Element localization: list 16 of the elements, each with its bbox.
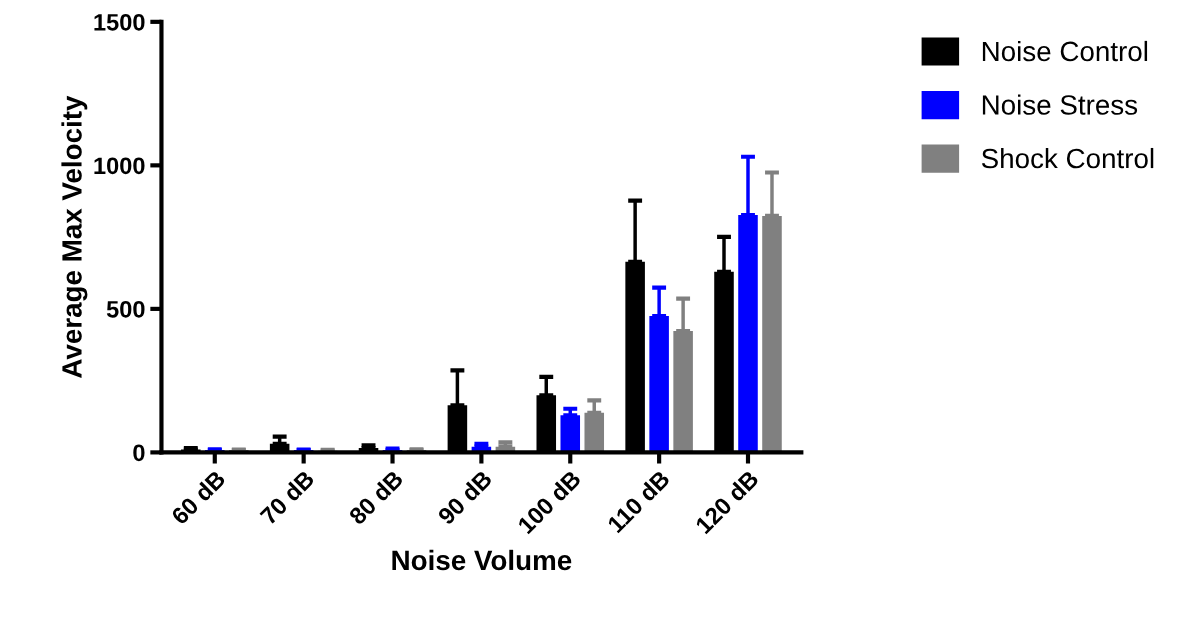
x-tick-label: 90 dB — [436, 469, 493, 526]
y-tick-label: 1000 — [94, 157, 145, 175]
x-tick-label: 120 dB — [694, 469, 760, 535]
y-axis-title: Average Max Velocity — [61, 95, 88, 378]
y-tick-label: 500 — [106, 300, 145, 318]
legend-label: Noise Stress — [982, 94, 1138, 115]
legend-label: Noise Control — [982, 40, 1148, 62]
y-tick-label: 1500 — [94, 13, 145, 31]
legend-label: Shock Control — [981, 147, 1154, 169]
x-tick-label: 80 dB — [347, 469, 405, 526]
x-tick-label: 60 dB — [169, 469, 227, 526]
x-axis-title: Noise Volume — [392, 549, 572, 571]
x-tick-label: 110 dB — [606, 469, 671, 534]
x-tick-label: 100 dB — [516, 469, 582, 535]
y-tick-label: 0 — [133, 444, 145, 462]
x-tick-label: 70 dB — [258, 469, 316, 526]
